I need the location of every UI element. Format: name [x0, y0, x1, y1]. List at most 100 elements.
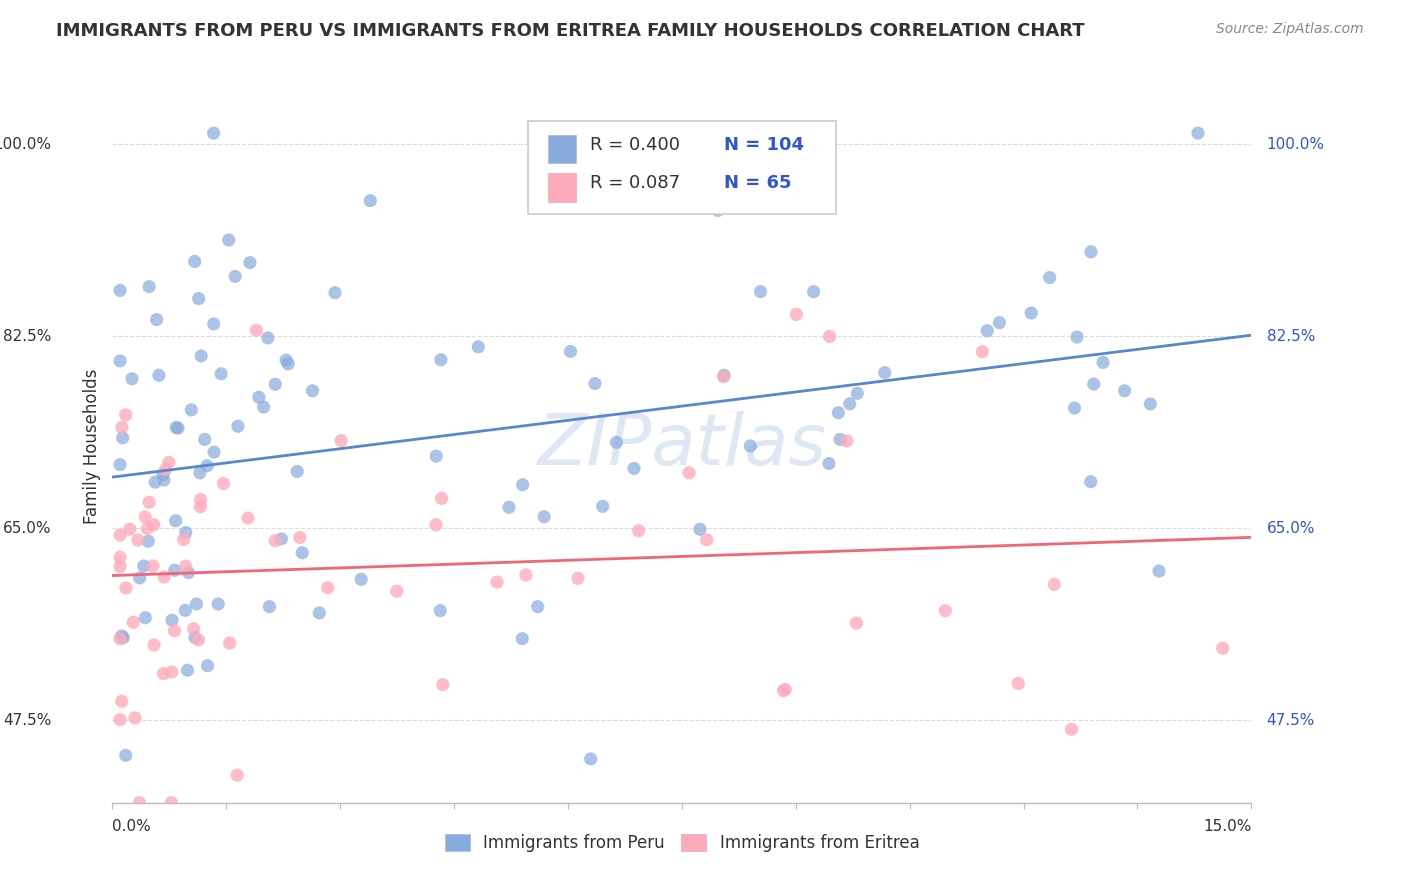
- Point: [155, 463, 177, 477]
- Point: [259, 599, 281, 614]
- Point: [1080, 244, 1102, 259]
- Point: [330, 434, 353, 448]
- Point: [167, 421, 190, 435]
- Point: [512, 477, 534, 491]
- Point: [194, 433, 217, 447]
- Point: [143, 638, 166, 652]
- Point: [187, 292, 209, 306]
- Point: [184, 631, 207, 645]
- Point: [467, 340, 489, 354]
- Point: [1080, 475, 1102, 489]
- Text: 65.0%: 65.0%: [3, 521, 52, 536]
- FancyBboxPatch shape: [547, 135, 576, 163]
- Point: [174, 603, 197, 617]
- Text: 65.0%: 65.0%: [1267, 521, 1315, 536]
- Point: [1187, 126, 1209, 140]
- Point: [291, 546, 314, 560]
- Point: [1007, 676, 1029, 690]
- Point: [1083, 377, 1105, 392]
- Point: [1043, 577, 1066, 591]
- Point: [835, 434, 858, 448]
- Point: [385, 584, 408, 599]
- Point: [359, 194, 381, 208]
- Point: [486, 575, 509, 590]
- Point: [165, 420, 187, 434]
- Point: [274, 353, 297, 368]
- Point: [1147, 564, 1170, 578]
- Point: [498, 500, 520, 515]
- Point: [425, 449, 447, 463]
- Text: 15.0%: 15.0%: [1204, 819, 1251, 834]
- Point: [128, 571, 150, 585]
- Point: [678, 466, 700, 480]
- Point: [270, 532, 292, 546]
- Point: [239, 255, 262, 269]
- Text: 82.5%: 82.5%: [3, 329, 52, 343]
- Point: [111, 629, 134, 643]
- Text: R = 0.400: R = 0.400: [589, 136, 679, 153]
- Point: [197, 658, 219, 673]
- Point: [152, 666, 174, 681]
- Point: [188, 466, 211, 480]
- Point: [160, 613, 183, 627]
- Point: [148, 368, 170, 383]
- Point: [127, 533, 149, 548]
- Point: [793, 145, 815, 159]
- Point: [430, 491, 453, 506]
- Legend: Immigrants from Peru, Immigrants from Eritrea: Immigrants from Peru, Immigrants from Er…: [437, 827, 927, 859]
- Point: [143, 475, 166, 490]
- Point: [153, 570, 176, 584]
- Point: [207, 597, 229, 611]
- Point: [183, 254, 205, 268]
- Point: [115, 581, 138, 595]
- Point: [1039, 270, 1062, 285]
- Point: [108, 632, 131, 646]
- Text: Source: ZipAtlas.com: Source: ZipAtlas.com: [1216, 22, 1364, 37]
- Point: [111, 431, 134, 445]
- Y-axis label: Family Households: Family Households: [83, 368, 101, 524]
- Point: [180, 402, 202, 417]
- Point: [749, 285, 772, 299]
- Point: [689, 522, 711, 536]
- Point: [190, 492, 212, 507]
- Point: [873, 366, 896, 380]
- Text: 100.0%: 100.0%: [0, 136, 52, 152]
- Point: [775, 682, 797, 697]
- Point: [224, 269, 246, 284]
- Point: [323, 285, 346, 300]
- Point: [186, 597, 208, 611]
- Point: [111, 694, 134, 708]
- Point: [177, 566, 200, 580]
- Point: [1139, 397, 1161, 411]
- Point: [846, 386, 869, 401]
- Point: [316, 581, 339, 595]
- Point: [827, 406, 849, 420]
- Point: [165, 514, 187, 528]
- Point: [157, 455, 180, 469]
- Point: [108, 458, 131, 472]
- Point: [707, 203, 730, 218]
- Point: [713, 369, 735, 384]
- Point: [1060, 723, 1083, 737]
- Point: [142, 517, 165, 532]
- Point: [288, 531, 311, 545]
- Point: [772, 683, 794, 698]
- Point: [111, 420, 134, 434]
- Text: N = 65: N = 65: [724, 174, 792, 192]
- Point: [108, 284, 131, 298]
- Point: [209, 367, 232, 381]
- Point: [202, 126, 225, 140]
- Point: [430, 352, 453, 367]
- Point: [128, 796, 150, 810]
- Point: [138, 495, 160, 509]
- Point: [627, 524, 650, 538]
- Point: [429, 604, 451, 618]
- Point: [350, 572, 373, 586]
- Point: [153, 473, 176, 487]
- Point: [724, 184, 747, 198]
- Point: [1114, 384, 1136, 398]
- Point: [803, 285, 825, 299]
- Point: [845, 615, 868, 630]
- Point: [226, 768, 249, 782]
- Point: [1063, 401, 1085, 416]
